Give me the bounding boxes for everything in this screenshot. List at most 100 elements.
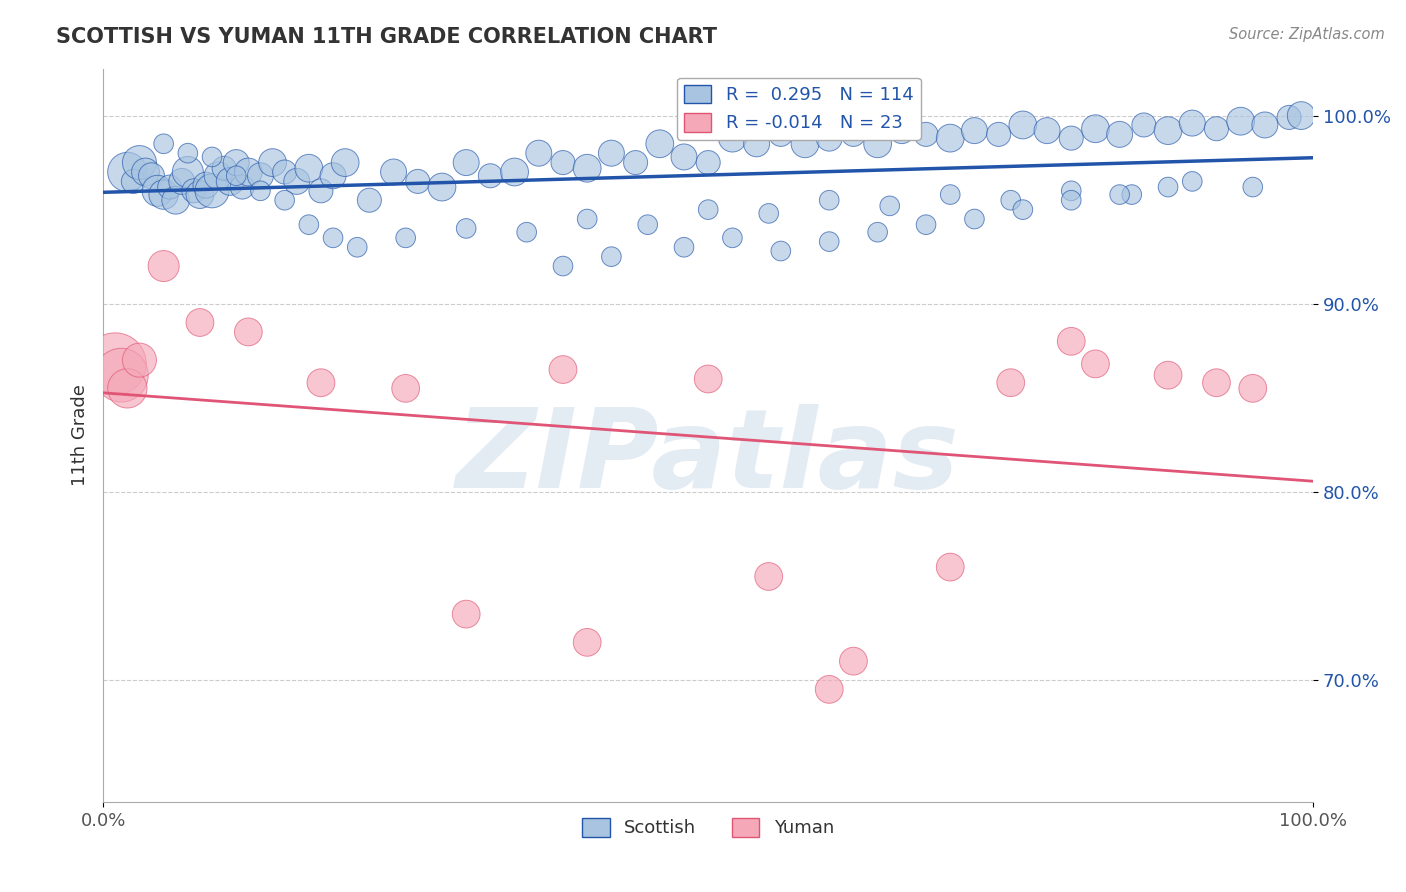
Point bbox=[285, 174, 308, 188]
Point bbox=[152, 187, 174, 202]
Y-axis label: 11th Grade: 11th Grade bbox=[72, 384, 89, 486]
Point bbox=[1036, 123, 1059, 137]
Point bbox=[1278, 111, 1301, 125]
Point bbox=[406, 174, 429, 188]
Point bbox=[1011, 202, 1033, 217]
Point bbox=[1084, 121, 1107, 136]
Legend: Scottish, Yuman: Scottish, Yuman bbox=[575, 811, 841, 845]
Point bbox=[915, 128, 938, 142]
Point bbox=[146, 184, 169, 198]
Point bbox=[201, 184, 224, 198]
Point bbox=[576, 161, 599, 176]
Point bbox=[188, 187, 211, 202]
Point bbox=[1060, 184, 1083, 198]
Point bbox=[1181, 174, 1204, 188]
Point bbox=[456, 607, 478, 621]
Point bbox=[346, 240, 368, 254]
Point bbox=[758, 569, 780, 583]
Point bbox=[794, 136, 817, 151]
Point bbox=[238, 165, 260, 179]
Point bbox=[503, 165, 526, 179]
Point bbox=[758, 206, 780, 220]
Point bbox=[721, 131, 744, 145]
Point bbox=[842, 128, 865, 142]
Point bbox=[1108, 128, 1130, 142]
Point bbox=[551, 259, 574, 273]
Point bbox=[1000, 376, 1022, 390]
Point bbox=[309, 376, 332, 390]
Point bbox=[309, 184, 332, 198]
Point bbox=[273, 165, 295, 179]
Point bbox=[159, 180, 181, 194]
Point bbox=[479, 169, 502, 183]
Point bbox=[1289, 109, 1312, 123]
Point bbox=[1181, 116, 1204, 130]
Point bbox=[1157, 368, 1180, 383]
Point bbox=[195, 178, 218, 193]
Point bbox=[818, 682, 841, 697]
Point bbox=[624, 155, 647, 169]
Point bbox=[818, 131, 841, 145]
Point bbox=[1229, 114, 1251, 128]
Point bbox=[170, 174, 193, 188]
Point bbox=[165, 193, 187, 207]
Point bbox=[456, 155, 478, 169]
Point bbox=[939, 187, 962, 202]
Point bbox=[672, 240, 695, 254]
Point bbox=[231, 180, 253, 194]
Point bbox=[262, 155, 284, 169]
Point bbox=[890, 123, 912, 137]
Point bbox=[183, 184, 205, 198]
Point bbox=[697, 372, 720, 386]
Text: ZIPatlas: ZIPatlas bbox=[457, 404, 960, 511]
Point bbox=[134, 165, 156, 179]
Point bbox=[249, 184, 271, 198]
Point bbox=[527, 146, 550, 161]
Point bbox=[697, 155, 720, 169]
Point bbox=[152, 136, 174, 151]
Point bbox=[1000, 193, 1022, 207]
Point bbox=[915, 218, 938, 232]
Point bbox=[141, 169, 163, 183]
Point bbox=[818, 235, 841, 249]
Point bbox=[551, 155, 574, 169]
Point bbox=[207, 169, 229, 183]
Point bbox=[866, 136, 889, 151]
Point bbox=[219, 174, 242, 188]
Point bbox=[395, 231, 418, 245]
Text: Source: ZipAtlas.com: Source: ZipAtlas.com bbox=[1229, 27, 1385, 42]
Point bbox=[298, 161, 321, 176]
Point bbox=[672, 150, 695, 164]
Point bbox=[128, 353, 150, 368]
Point bbox=[576, 212, 599, 227]
Point bbox=[939, 131, 962, 145]
Point bbox=[122, 174, 145, 188]
Point bbox=[117, 165, 139, 179]
Point bbox=[1108, 187, 1130, 202]
Point bbox=[249, 169, 271, 183]
Point bbox=[1205, 121, 1227, 136]
Point bbox=[333, 155, 356, 169]
Text: SCOTTISH VS YUMAN 11TH GRADE CORRELATION CHART: SCOTTISH VS YUMAN 11TH GRADE CORRELATION… bbox=[56, 27, 717, 46]
Point bbox=[1241, 180, 1264, 194]
Point bbox=[104, 357, 127, 371]
Point bbox=[1084, 357, 1107, 371]
Point bbox=[1157, 180, 1180, 194]
Point bbox=[987, 128, 1010, 142]
Point bbox=[1011, 118, 1033, 132]
Point bbox=[456, 221, 478, 235]
Point bbox=[576, 635, 599, 649]
Point bbox=[298, 218, 321, 232]
Point bbox=[648, 136, 671, 151]
Point bbox=[939, 560, 962, 574]
Point bbox=[225, 155, 247, 169]
Point bbox=[600, 146, 623, 161]
Point bbox=[963, 212, 986, 227]
Point bbox=[818, 193, 841, 207]
Point bbox=[395, 381, 418, 395]
Point bbox=[963, 123, 986, 137]
Point bbox=[430, 180, 453, 194]
Point bbox=[551, 362, 574, 376]
Point bbox=[152, 259, 174, 273]
Point bbox=[1254, 118, 1277, 132]
